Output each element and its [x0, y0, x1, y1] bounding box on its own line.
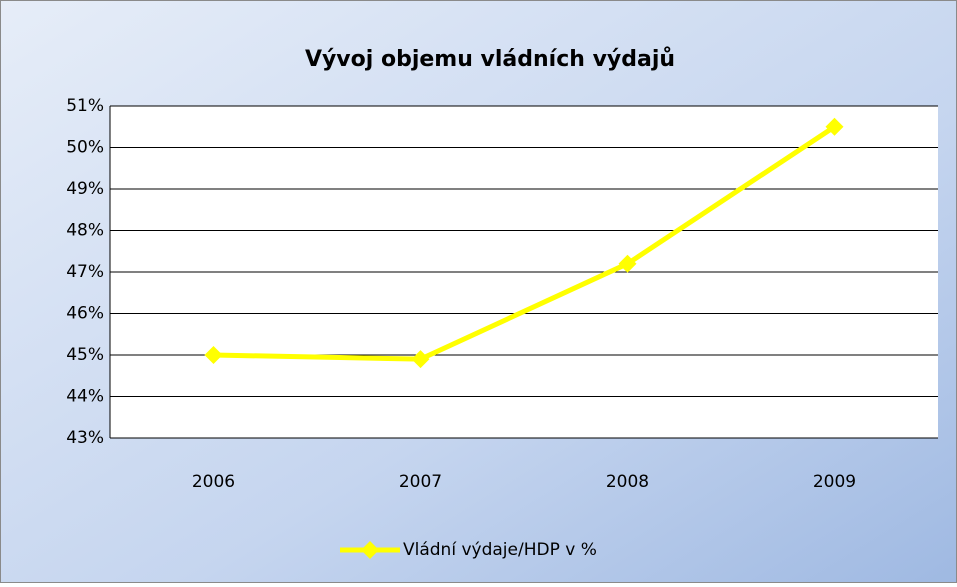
point-marker: [825, 117, 844, 136]
x-tick-label: 2007: [399, 472, 442, 492]
y-tick-label: 48%: [66, 221, 104, 241]
point-marker: [204, 346, 223, 364]
y-tick-label: 49%: [66, 179, 104, 199]
y-tick-label: 46%: [66, 304, 104, 324]
y-tick-label: 50%: [66, 138, 104, 158]
y-tick-label: 44%: [66, 387, 104, 407]
x-tick-label: 2009: [813, 472, 856, 492]
y-tick-label: 45%: [66, 345, 104, 365]
y-tick-label: 43%: [66, 428, 104, 448]
chart-title: Vývoj objemu vládních výdajů: [305, 47, 675, 72]
point-marker: [618, 254, 637, 273]
y-tick-label: 51%: [66, 96, 104, 116]
legend-label: Vládní výdaje/HDP v %: [403, 540, 597, 560]
point-marker: [411, 350, 430, 369]
y-tick-label: 47%: [66, 262, 104, 282]
x-tick-label: 2008: [606, 472, 649, 492]
series-line: [213, 124, 836, 362]
x-tick-label: 2006: [192, 472, 235, 492]
legend-marker: [361, 541, 379, 559]
